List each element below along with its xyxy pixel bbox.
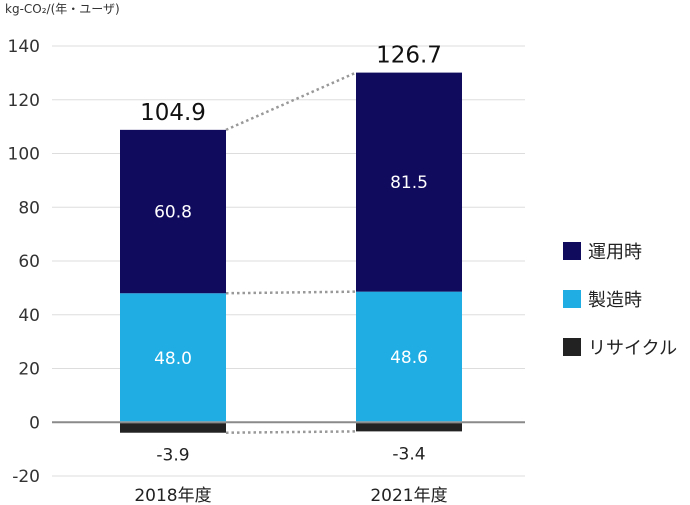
legend-swatch-manufacturing — [563, 290, 581, 308]
connector-line-manufacturing — [225, 290, 357, 295]
data-label-manufacturing: 48.6 — [390, 348, 428, 368]
legend-swatch-operation — [563, 242, 581, 260]
data-label-recycle: -3.9 — [156, 446, 189, 466]
legend-label-recycle: リサイクル — [588, 338, 678, 359]
bars — [120, 72, 462, 433]
legend-item-manufacturing: 製造時 — [563, 288, 677, 311]
legend-item-operation: 運用時 — [563, 240, 677, 263]
y-axis-unit-label: kg-CO₂/(年・ユーザ) — [5, 2, 120, 16]
bar-segment-operation — [356, 72, 462, 292]
y-tick-label: -20 — [12, 467, 40, 487]
y-tick-labels: -20 0 20 40 60 80 100 120 140 — [8, 37, 40, 487]
x-tick-labels: 2018年度 2021年度 — [134, 486, 447, 505]
legend: 運用時 製造時 リサイクル — [563, 240, 677, 384]
connector-line-recycle — [225, 430, 357, 434]
y-tick-label: 140 — [8, 37, 40, 57]
y-tick-label: 0 — [29, 413, 40, 433]
legend-label-manufacturing: 製造時 — [588, 290, 642, 311]
y-tick-label: 100 — [8, 145, 40, 165]
y-tick-label: 20 — [18, 360, 40, 380]
y-tick-label: 80 — [18, 198, 40, 218]
legend-item-recycle: リサイクル — [563, 336, 678, 359]
data-label-total: 104.9 — [140, 100, 206, 126]
legend-label-operation: 運用時 — [588, 242, 642, 263]
data-label-operation: 81.5 — [390, 173, 428, 193]
x-tick-label: 2018年度 — [134, 486, 211, 505]
x-tick-label: 2021年度 — [370, 486, 447, 505]
y-tick-label: 60 — [18, 252, 40, 272]
connector-line-operation — [225, 71, 357, 131]
legend-swatch-recycle — [563, 338, 581, 356]
bar-segment-operation — [120, 129, 226, 294]
bar-segment-recycle — [120, 423, 226, 433]
data-label-recycle: -3.4 — [392, 444, 425, 464]
data-label-manufacturing: 48.0 — [154, 349, 192, 369]
data-labels: 48.0 60.8 -3.9 104.9 48.6 81.5 -3.4 126.7 — [140, 43, 442, 466]
data-label-operation: 60.8 — [154, 203, 192, 223]
connector-lines — [225, 71, 357, 434]
y-tick-label: 40 — [18, 306, 40, 326]
bar-segment-manufacturing — [356, 291, 462, 422]
bar-segment-manufacturing — [120, 293, 226, 422]
data-label-total: 126.7 — [376, 43, 442, 69]
bar-segment-recycle — [356, 423, 462, 432]
y-tick-label: 120 — [8, 91, 40, 111]
